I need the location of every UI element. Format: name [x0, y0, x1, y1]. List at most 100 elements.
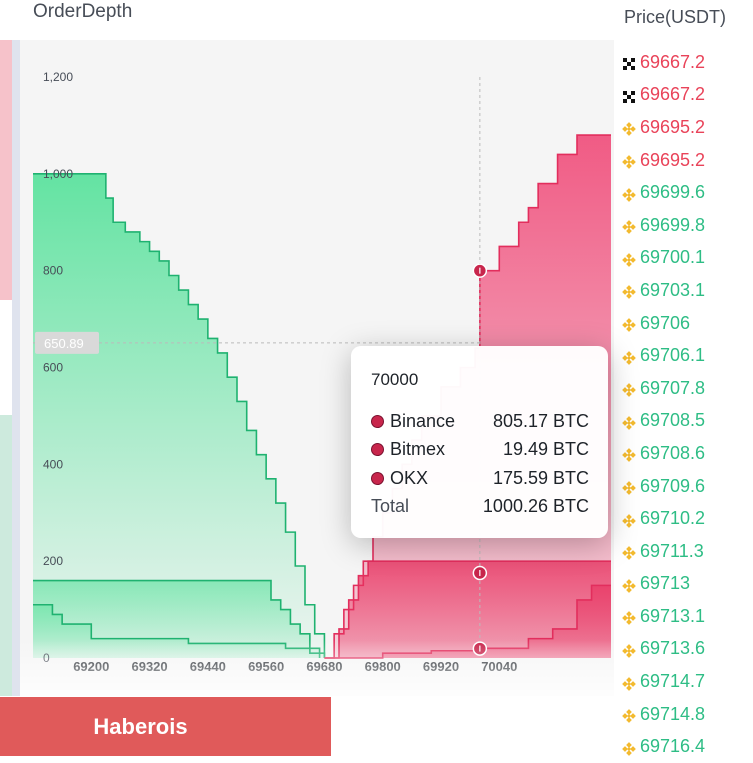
binance-icon: [622, 186, 636, 202]
price-value: 69706.1: [640, 345, 706, 366]
left-depth-strip: [0, 40, 20, 696]
price-row[interactable]: 69667.2: [622, 46, 753, 79]
banner-text: Haberois: [93, 713, 188, 739]
binance-icon: [622, 349, 636, 365]
left-strip-bid: [0, 415, 12, 696]
binance-icon: [622, 381, 636, 398]
tooltip-row-binance: Binance 805.17 BTC: [371, 409, 589, 433]
binance-icon: [622, 577, 636, 593]
x-tick-label: 69440: [190, 659, 226, 674]
price-row[interactable]: 69709.6: [622, 470, 753, 503]
binance-icon: [622, 316, 636, 332]
price-value: 69695.2: [640, 116, 706, 137]
binance-icon: [622, 153, 636, 169]
price-value: 69700.1: [640, 247, 706, 268]
x-tick-label: 70040: [481, 659, 517, 674]
y-tick-label: 1,200: [43, 70, 73, 84]
price-row[interactable]: 69716.4: [622, 730, 753, 763]
price-value: 69695.2: [640, 149, 706, 170]
price-value: 69667.2: [640, 51, 706, 72]
left-strip-bid-border: [12, 415, 20, 696]
tooltip-exchange-name: OKX: [390, 467, 429, 488]
price-row[interactable]: 69699.8: [622, 209, 753, 242]
price-row[interactable]: 69707.8: [622, 372, 753, 405]
price-row[interactable]: 69714.7: [622, 665, 753, 698]
tooltip-row-bitmex: Bitmex 19.49 BTC: [371, 437, 589, 461]
price-row[interactable]: 69710.2: [622, 502, 753, 535]
price-row[interactable]: 69708.5: [622, 405, 753, 438]
price-value: 69711.3: [640, 540, 704, 561]
binance-icon: [622, 218, 636, 235]
price-value: 69713.6: [640, 638, 706, 659]
crosshair-label-bg: [35, 331, 99, 354]
binance-icon: [622, 446, 636, 463]
binance-icon: [622, 120, 636, 137]
depth-line-bid-0: [33, 173, 326, 658]
price-row[interactable]: 69711.3: [622, 535, 753, 568]
price-column-header: Price(USDT): [624, 7, 726, 27]
tooltip-row-okx: OKX 175.59 BTC: [371, 466, 589, 490]
tooltip-price: 70000: [371, 370, 419, 389]
price-value: 69714.7: [640, 671, 706, 692]
price-value: 69708.6: [640, 442, 706, 463]
price-row[interactable]: 69713: [622, 568, 753, 601]
series-dot-icon: [371, 442, 384, 456]
y-tick-label: 1,000: [43, 167, 73, 181]
price-value: 69707.8: [640, 377, 706, 398]
price-value: 69703.1: [640, 279, 706, 300]
price-row[interactable]: 69700.1: [622, 242, 753, 275]
tooltip-total-value: 1000.26 BTC: [482, 495, 589, 516]
price-value: 69713.1: [640, 605, 706, 626]
depth-line-ask-4: [324, 560, 611, 659]
price-row[interactable]: 69706.1: [622, 339, 753, 372]
binance-icon: [622, 740, 636, 756]
chart-tooltip: 70000 Binance 805.17 BTC Bitmex 19.49 BT…: [351, 346, 608, 538]
binance-icon: [622, 283, 636, 300]
price-value: 69706: [640, 312, 691, 333]
binance-icon: [622, 512, 636, 528]
binance-icon: [622, 642, 636, 658]
price-row[interactable]: 69695.2: [622, 144, 753, 177]
y-tick-label: 400: [43, 457, 63, 471]
okx-icon: [622, 88, 636, 103]
price-row[interactable]: 69667.2: [622, 79, 753, 112]
price-row[interactable]: 69708.6: [622, 437, 753, 470]
crosshair-label: 650.89: [35, 331, 99, 354]
price-row[interactable]: 69699.6: [622, 176, 753, 209]
price-value: 69667.2: [640, 84, 706, 105]
y-tick-label: 600: [43, 361, 63, 375]
x-tick-label: 69200: [73, 659, 109, 674]
tooltip-total-label: Total: [371, 495, 410, 516]
binance-icon: [622, 609, 636, 626]
y-tick-label: 800: [43, 264, 63, 278]
price-value: 69709.6: [640, 475, 706, 496]
price-list: 69667.2 69667.2 69695.2 69695.2 69699.6 69699…: [622, 46, 753, 763]
binance-icon: [622, 707, 636, 724]
price-value: 69699.8: [640, 214, 706, 235]
left-strip-ask: [0, 40, 12, 300]
price-row[interactable]: 69703.1: [622, 274, 753, 307]
price-value: 69699.6: [640, 182, 706, 203]
price-row[interactable]: 69713.1: [622, 600, 753, 633]
price-row[interactable]: 69714.8: [622, 698, 753, 731]
crosshair-value-label: 650.89: [44, 336, 84, 351]
x-tick-label: 69560: [248, 659, 284, 674]
price-value: 69708.5: [640, 410, 706, 431]
chart-title: OrderDepth: [33, 1, 133, 22]
y-tick-label: 200: [43, 554, 63, 568]
x-tick-label: 69800: [365, 659, 401, 674]
left-depth-strip-svg: [0, 40, 20, 696]
price-row[interactable]: 69695.2: [622, 111, 753, 144]
price-value: 69716.4: [640, 736, 706, 757]
y-tick-label: 0: [43, 651, 50, 665]
price-row[interactable]: 69713.6: [622, 633, 753, 666]
tooltip-exchange-value: 805.17 BTC: [492, 410, 589, 431]
binance-icon: [622, 414, 636, 430]
price-value: 69710.2: [640, 508, 706, 529]
okx-icon: [622, 55, 636, 71]
price-value: 69713: [640, 573, 691, 594]
left-strip-ask-border: [12, 40, 20, 420]
tooltip-row-total: Total 1000.26 BTC: [371, 494, 589, 518]
tooltip-exchange-name: Bitmex: [390, 438, 446, 459]
price-row[interactable]: 69706: [622, 307, 753, 340]
